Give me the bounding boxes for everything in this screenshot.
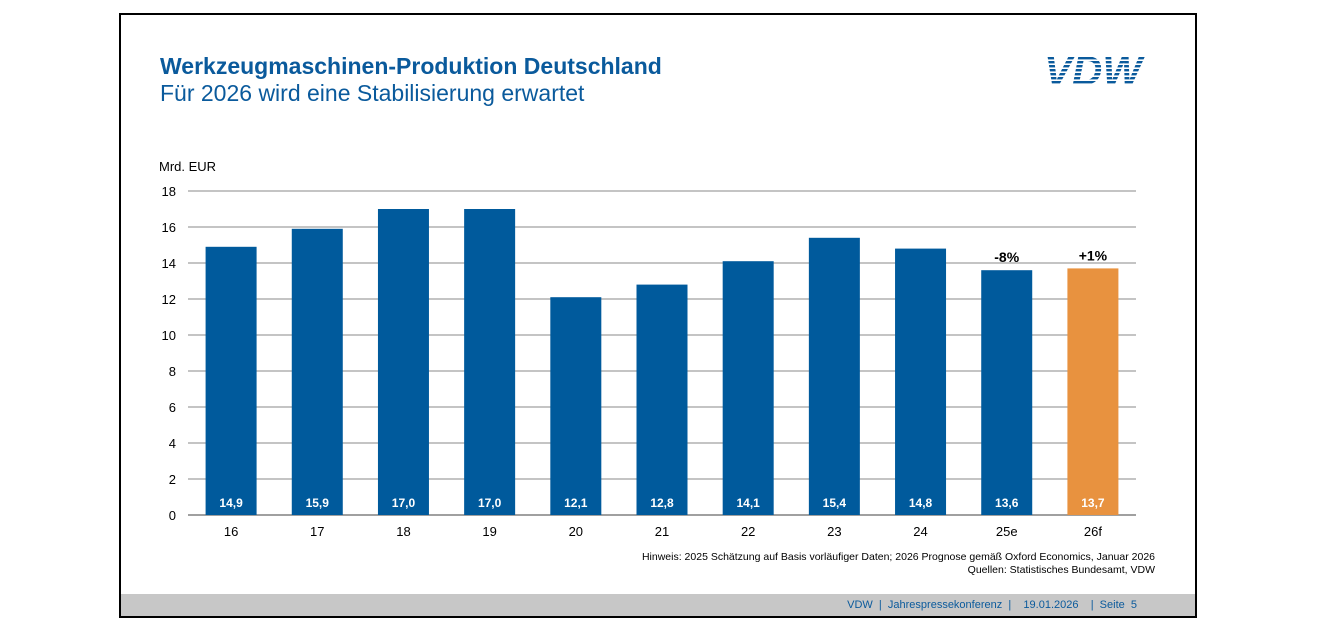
bar-value-label: 17,0 bbox=[392, 496, 416, 510]
change-annotation: -8% bbox=[994, 249, 1019, 265]
x-tick-label: 26f bbox=[1084, 524, 1102, 539]
x-axis-ticks: 16 17 18 19 20 21 22 23 24 25e 26f bbox=[224, 524, 1102, 539]
bar-22 bbox=[722, 261, 774, 515]
y-axis-label: Mrd. EUR bbox=[159, 159, 216, 174]
bar-value-label: 17,0 bbox=[478, 496, 502, 510]
bar-21 bbox=[636, 284, 688, 515]
y-tick-label: 0 bbox=[169, 508, 176, 523]
y-tick-label: 6 bbox=[169, 400, 176, 415]
bar-20 bbox=[550, 297, 602, 515]
bar-value-label: 12,8 bbox=[650, 496, 674, 510]
bar-value-label: 15,4 bbox=[823, 496, 847, 510]
bar-value-label: 14,1 bbox=[737, 496, 761, 510]
bar-value-label: 13,6 bbox=[995, 496, 1019, 510]
vdw-logo: VDW bbox=[1044, 49, 1145, 91]
footer-text: VDW | Jahrespressekonferenz | 19.01.2026… bbox=[847, 599, 1137, 611]
bar-24 bbox=[895, 248, 947, 515]
bars: 14,9 15,9 17,0 17,0 12,1 12,8 14,1 15,4 14,8 13,6… bbox=[205, 209, 1119, 516]
x-tick-label: 20 bbox=[569, 524, 583, 539]
bar-16 bbox=[205, 246, 257, 516]
x-tick-label: 19 bbox=[482, 524, 496, 539]
y-axis-ticks: 0 2 4 6 8 10 12 14 16 18 bbox=[162, 184, 176, 523]
y-tick-label: 16 bbox=[162, 220, 176, 235]
slide: Werkzeugmaschinen-Produktion Deutschland… bbox=[119, 13, 1197, 618]
bar-25e bbox=[981, 270, 1033, 515]
chart-sources: Quellen: Statistisches Bundesamt, VDW bbox=[967, 564, 1155, 576]
footer-bar: VDW | Jahrespressekonferenz | 19.01.2026… bbox=[121, 594, 1195, 616]
y-tick-label: 14 bbox=[162, 256, 176, 271]
y-tick-label: 4 bbox=[169, 436, 176, 451]
bar-23 bbox=[808, 237, 860, 516]
annotations: -8% +1% bbox=[994, 247, 1107, 265]
x-tick-label: 24 bbox=[913, 524, 927, 539]
bar-value-label: 13,7 bbox=[1081, 496, 1105, 510]
bar-value-label: 14,8 bbox=[909, 496, 933, 510]
y-tick-label: 2 bbox=[169, 472, 176, 487]
y-tick-label: 8 bbox=[169, 364, 176, 379]
bar-17 bbox=[291, 228, 343, 516]
y-tick-label: 10 bbox=[162, 328, 176, 343]
chart-note: Hinweis: 2025 Schätzung auf Basis vorläu… bbox=[641, 551, 1155, 563]
bar-value-label: 14,9 bbox=[219, 496, 243, 510]
x-tick-label: 21 bbox=[655, 524, 669, 539]
logo-text: VDW bbox=[1044, 49, 1145, 91]
bar-value-label: 12,1 bbox=[564, 496, 588, 510]
x-tick-label: 17 bbox=[310, 524, 324, 539]
y-tick-label: 18 bbox=[162, 184, 176, 199]
x-tick-label: 16 bbox=[224, 524, 238, 539]
y-tick-label: 12 bbox=[162, 292, 176, 307]
page-subtitle: Für 2026 wird eine Stabilisierung erwart… bbox=[160, 80, 585, 106]
page-title: Werkzeugmaschinen-Produktion Deutschland bbox=[160, 53, 662, 79]
x-tick-label: 23 bbox=[827, 524, 841, 539]
x-tick-label: 22 bbox=[741, 524, 755, 539]
change-annotation: +1% bbox=[1079, 247, 1108, 263]
bar-26f bbox=[1067, 268, 1119, 515]
bar-18 bbox=[377, 209, 429, 515]
bar-value-label: 15,9 bbox=[306, 496, 330, 510]
x-tick-label: 18 bbox=[396, 524, 410, 539]
x-tick-label: 25e bbox=[996, 524, 1018, 539]
bar-19 bbox=[464, 209, 516, 515]
